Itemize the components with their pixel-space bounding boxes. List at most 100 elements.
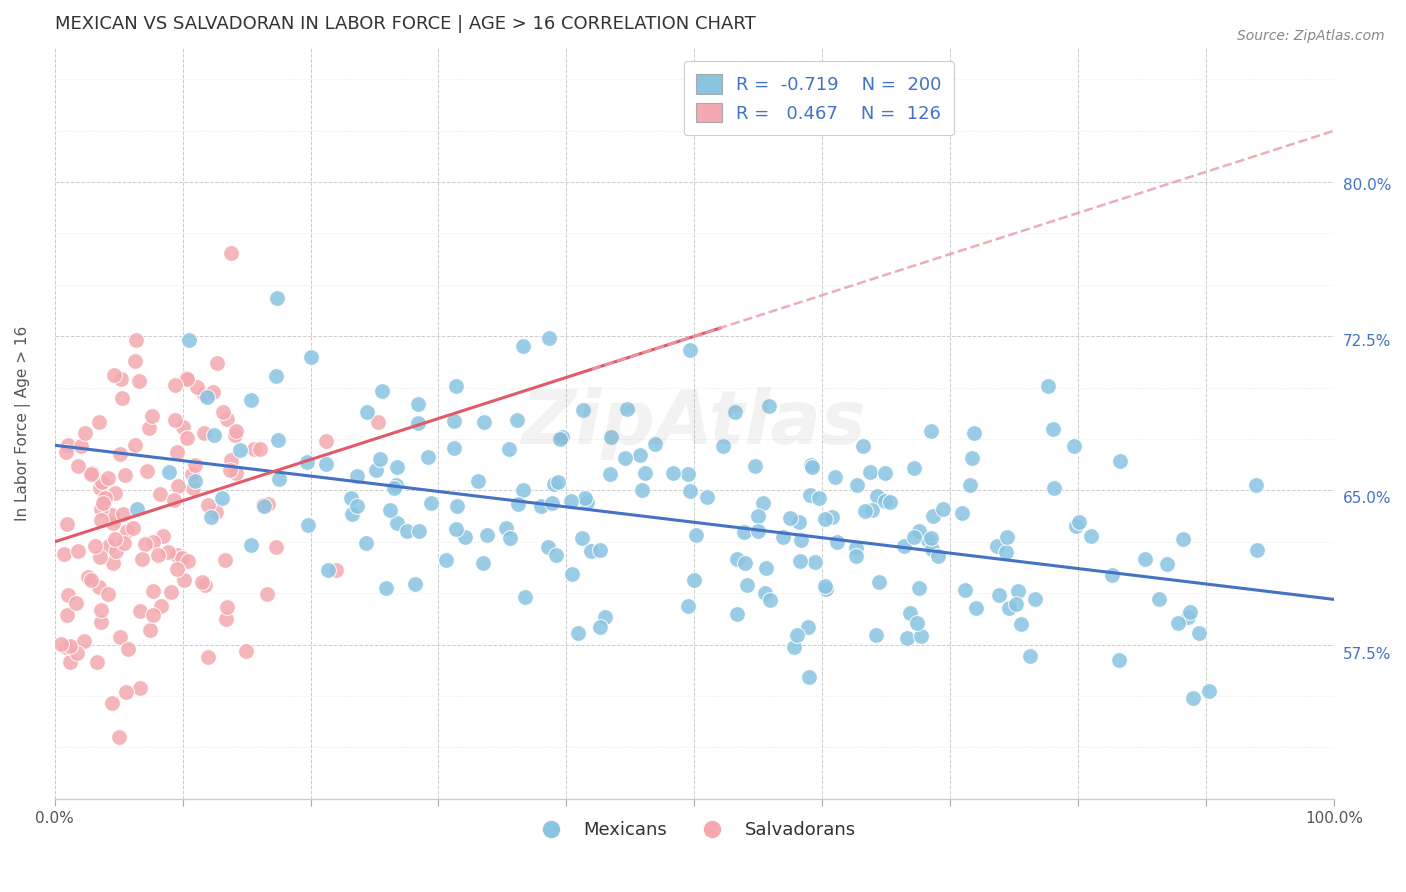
Point xyxy=(614,451,637,466)
Point xyxy=(512,339,534,353)
Point xyxy=(114,468,136,483)
Point xyxy=(129,681,152,695)
Point xyxy=(354,536,377,550)
Point xyxy=(567,626,589,640)
Point xyxy=(73,634,96,648)
Point xyxy=(110,372,132,386)
Point xyxy=(628,449,651,463)
Point xyxy=(117,642,139,657)
Point xyxy=(537,331,560,345)
Point xyxy=(108,730,131,744)
Point xyxy=(1043,481,1066,495)
Point xyxy=(408,524,430,538)
Point xyxy=(139,623,162,637)
Point xyxy=(299,350,322,364)
Point xyxy=(111,507,134,521)
Point xyxy=(546,548,568,562)
Point xyxy=(80,573,103,587)
Point xyxy=(86,655,108,669)
Legend: Mexicans, Salvadorans: Mexicans, Salvadorans xyxy=(526,814,863,847)
Point xyxy=(142,535,165,549)
Point xyxy=(995,544,1018,558)
Point xyxy=(921,542,943,557)
Point xyxy=(80,467,103,481)
Point xyxy=(396,524,419,538)
Point xyxy=(219,245,242,260)
Point xyxy=(256,497,278,511)
Point xyxy=(616,401,638,416)
Point xyxy=(193,425,215,440)
Point xyxy=(242,442,264,457)
Point xyxy=(404,577,426,591)
Point xyxy=(142,607,165,622)
Point xyxy=(55,445,77,459)
Point xyxy=(103,368,125,382)
Point xyxy=(550,433,572,447)
Point xyxy=(1135,551,1157,566)
Point xyxy=(97,471,120,485)
Point xyxy=(851,439,873,453)
Point xyxy=(295,455,318,469)
Point xyxy=(385,478,408,492)
Point xyxy=(959,477,981,491)
Point xyxy=(932,502,955,516)
Point xyxy=(1067,516,1090,530)
Point xyxy=(860,503,883,517)
Point xyxy=(1171,532,1194,546)
Point xyxy=(965,601,987,615)
Point xyxy=(181,467,204,481)
Point xyxy=(195,390,218,404)
Point xyxy=(1036,379,1059,393)
Point xyxy=(374,581,396,595)
Point xyxy=(218,463,240,477)
Point xyxy=(166,561,188,575)
Point xyxy=(772,530,794,544)
Point xyxy=(1005,598,1028,612)
Point xyxy=(600,430,623,444)
Point xyxy=(1108,653,1130,667)
Point xyxy=(927,549,949,564)
Point xyxy=(165,377,187,392)
Point xyxy=(747,524,769,538)
Text: Source: ZipAtlas.com: Source: ZipAtlas.com xyxy=(1237,29,1385,43)
Point xyxy=(249,442,271,456)
Point xyxy=(135,464,157,478)
Point xyxy=(804,555,827,569)
Point xyxy=(219,453,242,467)
Point xyxy=(66,458,89,473)
Point xyxy=(66,544,89,558)
Point xyxy=(910,629,932,643)
Point xyxy=(318,563,340,577)
Point xyxy=(56,588,79,602)
Point xyxy=(112,535,135,549)
Point xyxy=(786,628,808,642)
Point xyxy=(678,467,700,481)
Point xyxy=(174,371,197,385)
Point xyxy=(758,399,780,413)
Point xyxy=(193,387,215,401)
Text: ZipAtlas: ZipAtlas xyxy=(522,387,866,460)
Point xyxy=(368,451,391,466)
Point xyxy=(166,445,188,459)
Point xyxy=(124,354,146,368)
Point xyxy=(149,486,172,500)
Point xyxy=(725,552,748,566)
Point xyxy=(217,412,239,426)
Point xyxy=(125,502,148,516)
Point xyxy=(207,356,229,370)
Point xyxy=(1246,543,1268,558)
Point xyxy=(152,528,174,542)
Point xyxy=(201,384,224,399)
Point xyxy=(725,607,748,622)
Point xyxy=(444,379,467,393)
Point xyxy=(661,467,683,481)
Point xyxy=(631,483,654,497)
Point xyxy=(986,539,1008,553)
Point xyxy=(1177,610,1199,624)
Point xyxy=(138,421,160,435)
Point xyxy=(75,425,97,440)
Point xyxy=(807,491,830,505)
Point xyxy=(382,482,405,496)
Point xyxy=(815,582,838,597)
Point xyxy=(537,541,560,555)
